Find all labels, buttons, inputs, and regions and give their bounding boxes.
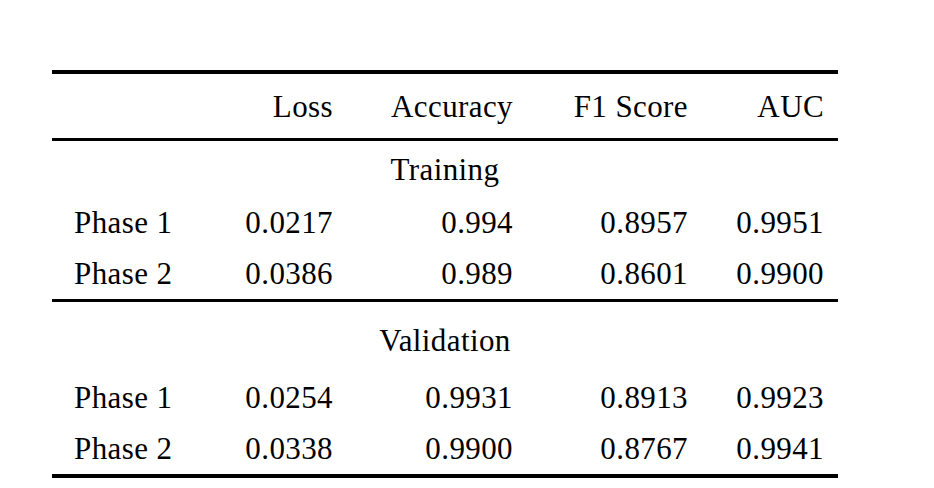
cell-accuracy: 0.989 bbox=[347, 258, 527, 289]
row-label: Phase 2 bbox=[52, 258, 242, 289]
table-row-validation-phase-1: Phase 1 0.0254 0.9931 0.8913 0.9923 bbox=[52, 372, 838, 423]
column-header-accuracy: Accuracy bbox=[347, 91, 527, 122]
cell-auc: 0.9923 bbox=[702, 382, 838, 413]
cell-loss: 0.0386 bbox=[242, 258, 347, 289]
cell-auc: 0.9941 bbox=[702, 433, 838, 464]
table-row-training-phase-2: Phase 2 0.0386 0.989 0.8601 0.9900 bbox=[52, 248, 838, 299]
metrics-table: Loss Accuracy F1 Score AUC Training Phas… bbox=[52, 70, 838, 478]
column-header-loss: Loss bbox=[242, 91, 347, 122]
row-label: Phase 1 bbox=[52, 207, 242, 238]
cell-auc: 0.9900 bbox=[702, 258, 838, 289]
cell-accuracy: 0.9900 bbox=[347, 433, 527, 464]
section-label-validation: Validation bbox=[379, 325, 510, 356]
table-row-validation-phase-2: Phase 2 0.0338 0.9900 0.8767 0.9941 bbox=[52, 423, 838, 474]
cell-loss: 0.0254 bbox=[242, 382, 347, 413]
table-row-training-phase-1: Phase 1 0.0217 0.994 0.8957 0.9951 bbox=[52, 197, 838, 248]
section-label-training: Training bbox=[391, 154, 500, 185]
cell-loss: 0.0338 bbox=[242, 433, 347, 464]
row-label: Phase 1 bbox=[52, 382, 242, 413]
cell-accuracy: 0.9931 bbox=[347, 382, 527, 413]
cell-auc: 0.9951 bbox=[702, 207, 838, 238]
cell-f1-score: 0.8913 bbox=[527, 382, 702, 413]
cell-f1-score: 0.8601 bbox=[527, 258, 702, 289]
row-label: Phase 2 bbox=[52, 433, 242, 464]
cell-f1-score: 0.8957 bbox=[527, 207, 702, 238]
section-header-training: Training bbox=[52, 141, 838, 197]
section-header-validation: Validation bbox=[52, 302, 838, 372]
cell-accuracy: 0.994 bbox=[347, 207, 527, 238]
page: Loss Accuracy F1 Score AUC Training Phas… bbox=[0, 0, 934, 488]
cell-f1-score: 0.8767 bbox=[527, 433, 702, 464]
column-header-f1-score: F1 Score bbox=[527, 91, 702, 122]
column-header-auc: AUC bbox=[702, 91, 838, 122]
cell-loss: 0.0217 bbox=[242, 207, 347, 238]
table-header-row: Loss Accuracy F1 Score AUC bbox=[52, 74, 838, 141]
